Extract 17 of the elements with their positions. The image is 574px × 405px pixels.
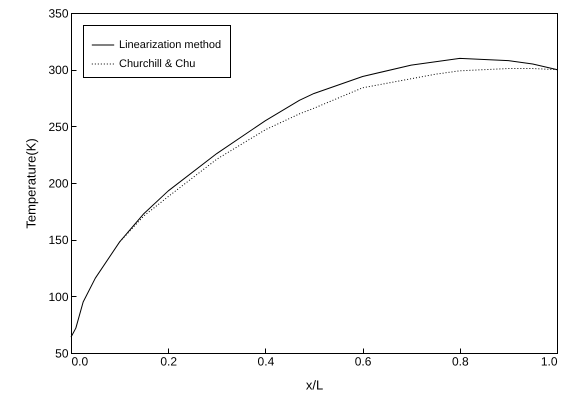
legend-label: Churchill & Chu	[119, 58, 196, 70]
x-tick-label: 0.6	[354, 354, 372, 368]
y-tick-label: 300	[48, 63, 69, 78]
y-tick-label: 150	[48, 233, 69, 248]
x-axis-title: x/L	[306, 378, 324, 392]
y-tick-label: 200	[48, 176, 69, 190]
y-axis-title: Temperature(K)	[23, 138, 38, 229]
x-tick-label: 1.0	[540, 354, 558, 368]
x-tick-label: 0.2	[160, 354, 178, 368]
y-tick-label: 350	[48, 6, 69, 20]
x-tick-label: 0.8	[452, 354, 469, 368]
y-tick-label: 250	[48, 120, 69, 134]
x-tick-label: 0.4	[258, 354, 275, 368]
x-tick-label: 0.0	[72, 354, 89, 368]
legend-label: Linearization method	[119, 39, 222, 51]
y-tick-label: 50	[55, 346, 69, 360]
y-tick-label: 100	[48, 290, 69, 304]
